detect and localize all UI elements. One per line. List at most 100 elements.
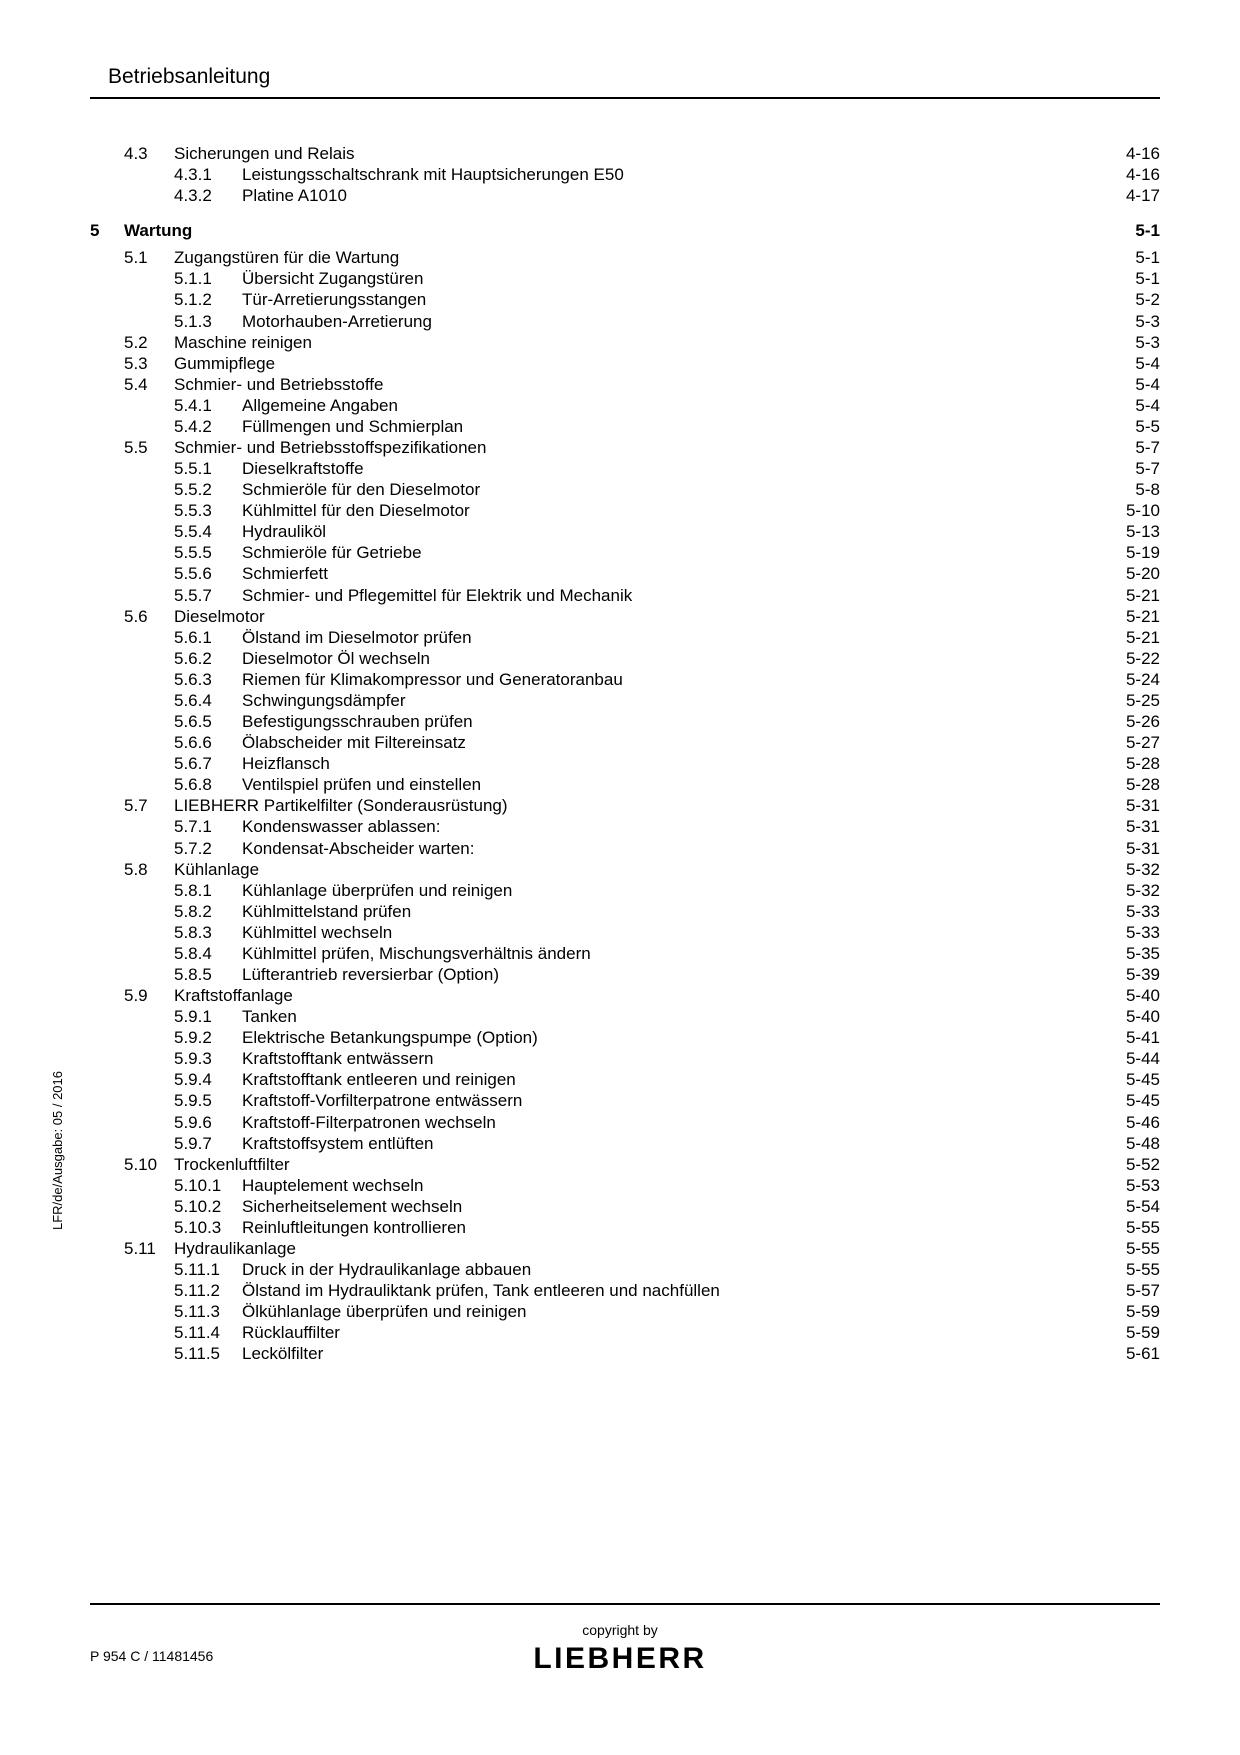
toc-row: 5.6.6Ölabscheider mit Filtereinsatz5-27 bbox=[90, 732, 1160, 753]
toc-section-number: 5.7 bbox=[124, 795, 174, 816]
toc-row: 5.1.1Übersicht Zugangstüren5-1 bbox=[90, 268, 1160, 289]
toc-page: 5-5 bbox=[1114, 416, 1160, 437]
toc-subsection-number: 4.3.2 bbox=[174, 185, 242, 206]
toc-subsection-number: 5.5.4 bbox=[174, 521, 242, 542]
toc-page: 5-53 bbox=[1114, 1175, 1160, 1196]
toc-title: Tür-Arretierungsstangen bbox=[242, 289, 426, 310]
toc-page: 5-45 bbox=[1114, 1069, 1160, 1090]
toc-title: Kühlmittelstand prüfen bbox=[242, 901, 411, 922]
toc-section-number: 5.10 bbox=[124, 1154, 174, 1175]
toc-subsection-number: 5.6.4 bbox=[174, 690, 242, 711]
toc-row: 5.7.2Kondensat-Abscheider warten:5-31 bbox=[90, 838, 1160, 859]
toc-row: 5.10.1Hauptelement wechseln5-53 bbox=[90, 1175, 1160, 1196]
page-content: Betriebsanleitung 4.3Sicherungen und Rel… bbox=[90, 65, 1160, 1364]
toc-title: Kraftstoffsystem entlüften bbox=[242, 1133, 434, 1154]
toc-row: 5.9.1Tanken5-40 bbox=[90, 1006, 1160, 1027]
toc-row: 5.6.3Riemen für Klimakompressor und Gene… bbox=[90, 669, 1160, 690]
toc-subsection-number: 5.11.1 bbox=[174, 1259, 242, 1280]
toc-subsection-number: 5.6.8 bbox=[174, 774, 242, 795]
toc-title: Füllmengen und Schmierplan bbox=[242, 416, 463, 437]
toc-title: Dieselkraftstoffe bbox=[242, 458, 364, 479]
toc-title: Trockenluftfilter bbox=[174, 1154, 290, 1175]
toc-title: Übersicht Zugangstüren bbox=[242, 268, 423, 289]
header-rule bbox=[90, 97, 1160, 99]
toc-title: Kondensat-Abscheider warten: bbox=[242, 838, 474, 859]
toc-title: Hydraulikanlage bbox=[174, 1238, 296, 1259]
toc-section-number: 5.6 bbox=[124, 606, 174, 627]
toc-title: Schmieröle für den Dieselmotor bbox=[242, 479, 480, 500]
toc-row: 5.9Kraftstoffanlage5-40 bbox=[90, 985, 1160, 1006]
toc-subsection-number: 5.11.2 bbox=[174, 1280, 242, 1301]
toc-subsection-number: 5.8.2 bbox=[174, 901, 242, 922]
toc-title: Ölkühlanlage überprüfen und reinigen bbox=[242, 1301, 526, 1322]
toc-title: Schwingungsdämpfer bbox=[242, 690, 405, 711]
toc-title: Kühlmittel für den Dieselmotor bbox=[242, 500, 470, 521]
toc-row: 5.8.2Kühlmittelstand prüfen 5-33 bbox=[90, 901, 1160, 922]
toc-title: Sicherungen und Relais bbox=[174, 143, 355, 164]
toc-page: 5-31 bbox=[1114, 838, 1160, 859]
toc-row: 5.9.2Elektrische Betankungspumpe (Option… bbox=[90, 1027, 1160, 1048]
toc-title: Wartung bbox=[124, 220, 192, 241]
toc-title: Ventilspiel prüfen und einstellen bbox=[242, 774, 481, 795]
toc-subsection-number: 5.8.1 bbox=[174, 880, 242, 901]
toc-title: Schmier- und Pflegemittel für Elektrik u… bbox=[242, 585, 632, 606]
toc-row: 5.9.7Kraftstoffsystem entlüften5-48 bbox=[90, 1133, 1160, 1154]
toc-row: 5Wartung 5-1 bbox=[90, 220, 1160, 241]
toc-subsection-number: 5.9.3 bbox=[174, 1048, 242, 1069]
toc-page: 5-21 bbox=[1114, 627, 1160, 648]
toc-subsection-number: 5.9.5 bbox=[174, 1090, 242, 1111]
toc-title: Kühlmittel prüfen, Mischungsverhältnis ä… bbox=[242, 943, 591, 964]
toc-section-number: 5.8 bbox=[124, 859, 174, 880]
toc-page: 5-27 bbox=[1114, 732, 1160, 753]
toc-page: 5-25 bbox=[1114, 690, 1160, 711]
toc-subsection-number: 5.8.4 bbox=[174, 943, 242, 964]
toc-row: 5.1Zugangstüren für die Wartung5-1 bbox=[90, 247, 1160, 268]
toc-row: 5.11Hydraulikanlage5-55 bbox=[90, 1238, 1160, 1259]
toc-title: Kühlmittel wechseln bbox=[242, 922, 392, 943]
toc-row: 5.6.5Befestigungsschrauben prüfen5-26 bbox=[90, 711, 1160, 732]
toc-subsection-number: 5.6.5 bbox=[174, 711, 242, 732]
toc-row: 5.4.2Füllmengen und Schmierplan5-5 bbox=[90, 416, 1160, 437]
toc-subsection-number: 5.8.3 bbox=[174, 922, 242, 943]
toc-title: Maschine reinigen bbox=[174, 332, 312, 353]
toc-page: 4-16 bbox=[1114, 143, 1160, 164]
toc-title: Dieselmotor Öl wechseln bbox=[242, 648, 430, 669]
toc-row: 5.8.5Lüfterantrieb reversierbar (Option)… bbox=[90, 964, 1160, 985]
toc-page: 5-32 bbox=[1114, 880, 1160, 901]
toc-row: 5.11.2Ölstand im Hydrauliktank prüfen, T… bbox=[90, 1280, 1160, 1301]
toc-section-number: 5.1 bbox=[124, 247, 174, 268]
toc-row: 5.6.4Schwingungsdämpfer 5-25 bbox=[90, 690, 1160, 711]
toc-title: Riemen für Klimakompressor und Generator… bbox=[242, 669, 623, 690]
toc-page: 5-10 bbox=[1114, 500, 1160, 521]
toc-page: 5-55 bbox=[1114, 1259, 1160, 1280]
toc-page: 5-33 bbox=[1114, 901, 1160, 922]
toc-title: Schmier- und Betriebsstoffspezifikatione… bbox=[174, 437, 486, 458]
toc-title: Ölstand im Hydrauliktank prüfen, Tank en… bbox=[242, 1280, 720, 1301]
toc-title: Platine A1010 bbox=[242, 185, 347, 206]
toc-page: 5-31 bbox=[1114, 816, 1160, 837]
toc-page: 5-28 bbox=[1114, 774, 1160, 795]
toc-page: 5-44 bbox=[1114, 1048, 1160, 1069]
toc-row: 5.4.1Allgemeine Angaben5-4 bbox=[90, 395, 1160, 416]
toc-title: Kraftstofftank entleeren und reinigen bbox=[242, 1069, 516, 1090]
toc-page: 5-59 bbox=[1114, 1301, 1160, 1322]
toc-row: 5.5.7Schmier- und Pflegemittel für Elekt… bbox=[90, 585, 1160, 606]
toc-page: 5-1 bbox=[1114, 220, 1160, 241]
toc-title: Rücklauffilter bbox=[242, 1322, 340, 1343]
toc-title: Leistungsschaltschrank mit Hauptsicherun… bbox=[242, 164, 624, 185]
toc-page: 4-17 bbox=[1114, 185, 1160, 206]
toc-subsection-number: 5.1.2 bbox=[174, 289, 242, 310]
toc-row: 5.5.6Schmierfett5-20 bbox=[90, 563, 1160, 584]
toc-subsection-number: 5.8.5 bbox=[174, 964, 242, 985]
toc-title: Schmierfett bbox=[242, 563, 328, 584]
toc-page: 5-45 bbox=[1114, 1090, 1160, 1111]
toc-title: LIEBHERR Partikelfilter (Sonderausrüstun… bbox=[174, 795, 508, 816]
toc-page: 5-52 bbox=[1114, 1154, 1160, 1175]
toc-page: 5-13 bbox=[1114, 521, 1160, 542]
toc-row: 5.7.1Kondenswasser ablassen:5-31 bbox=[90, 816, 1160, 837]
toc-subsection-number: 5.6.3 bbox=[174, 669, 242, 690]
toc-row: 5.6.8Ventilspiel prüfen und einstellen 5-… bbox=[90, 774, 1160, 795]
toc-subsection-number: 5.9.6 bbox=[174, 1112, 242, 1133]
toc-title: Befestigungsschrauben prüfen bbox=[242, 711, 473, 732]
toc-title: Schmieröle für Getriebe bbox=[242, 542, 422, 563]
